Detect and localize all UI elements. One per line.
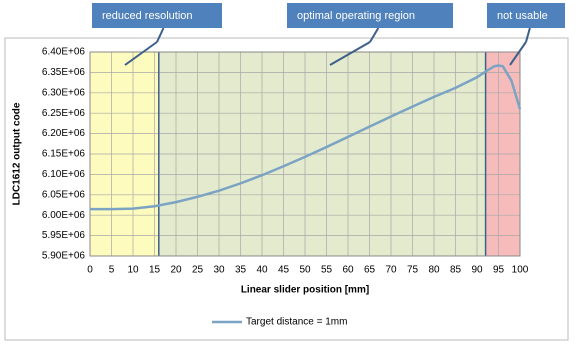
x-tick-label: 45: [278, 265, 290, 276]
x-tick-label: 10: [127, 265, 139, 276]
annotation-box: [287, 3, 453, 28]
data-line: [90, 64, 522, 211]
x-tick-label: 30: [213, 265, 225, 276]
y-tick-label: 5.90E+06: [42, 251, 86, 262]
annotation-box: [487, 3, 565, 28]
x-tick-label: 85: [450, 265, 462, 276]
y-tick-label: 6.35E+06: [42, 67, 86, 78]
annotation: optimal operating region: [297, 10, 415, 22]
x-tick-label: 65: [364, 265, 376, 276]
y-tick-label: 5.95E+06: [42, 230, 86, 241]
x-tick-label: 15: [149, 265, 161, 276]
y-tick-label: 6.30E+06: [42, 87, 86, 98]
y-tick-label: 6.10E+06: [42, 169, 86, 180]
callout-line: [369, 27, 380, 43]
x-tick-label: 25: [192, 265, 204, 276]
x-tick-label: 50: [299, 265, 311, 276]
annotation: reduced resolution: [102, 10, 193, 22]
x-tick-label: 95: [493, 265, 505, 276]
x-tick-label: 100: [512, 265, 529, 276]
callout-line: [329, 41, 371, 66]
x-tick-label: 80: [428, 265, 440, 276]
y-tick-label: 6.40E+06: [42, 47, 86, 58]
x-tick-label: 75: [407, 265, 419, 276]
callout-line: [525, 27, 531, 43]
x-axis-title: Linear slider position [mm]: [241, 285, 369, 296]
x-tick-label: 60: [342, 265, 354, 276]
callout-line: [156, 27, 165, 43]
x-tick-label: 90: [471, 265, 483, 276]
y-axis-title: LDC1612 output code: [12, 102, 23, 205]
y-tick-label: 6.05E+06: [42, 189, 86, 200]
y-tick-label: 6.15E+06: [42, 149, 86, 160]
y-tick-label: 6.25E+06: [42, 108, 86, 119]
x-tick-label: 40: [256, 265, 268, 276]
legend-label: Target distance = 1mm: [246, 317, 347, 328]
x-tick-label: 20: [170, 265, 182, 276]
annotation: not usable: [497, 10, 548, 22]
x-tick-label: 55: [321, 265, 333, 276]
y-tick-label: 6.20E+06: [42, 128, 86, 139]
x-tick-label: 70: [385, 265, 397, 276]
y-tick-label: 6.00E+06: [42, 210, 86, 221]
x-tick-label: 35: [235, 265, 247, 276]
annotation-box: [92, 3, 222, 28]
x-tick-label: 5: [109, 265, 115, 276]
plot-border: [89, 51, 521, 257]
callout-line: [124, 41, 158, 66]
callout-line: [509, 41, 527, 66]
x-tick-label: 0: [87, 265, 93, 276]
